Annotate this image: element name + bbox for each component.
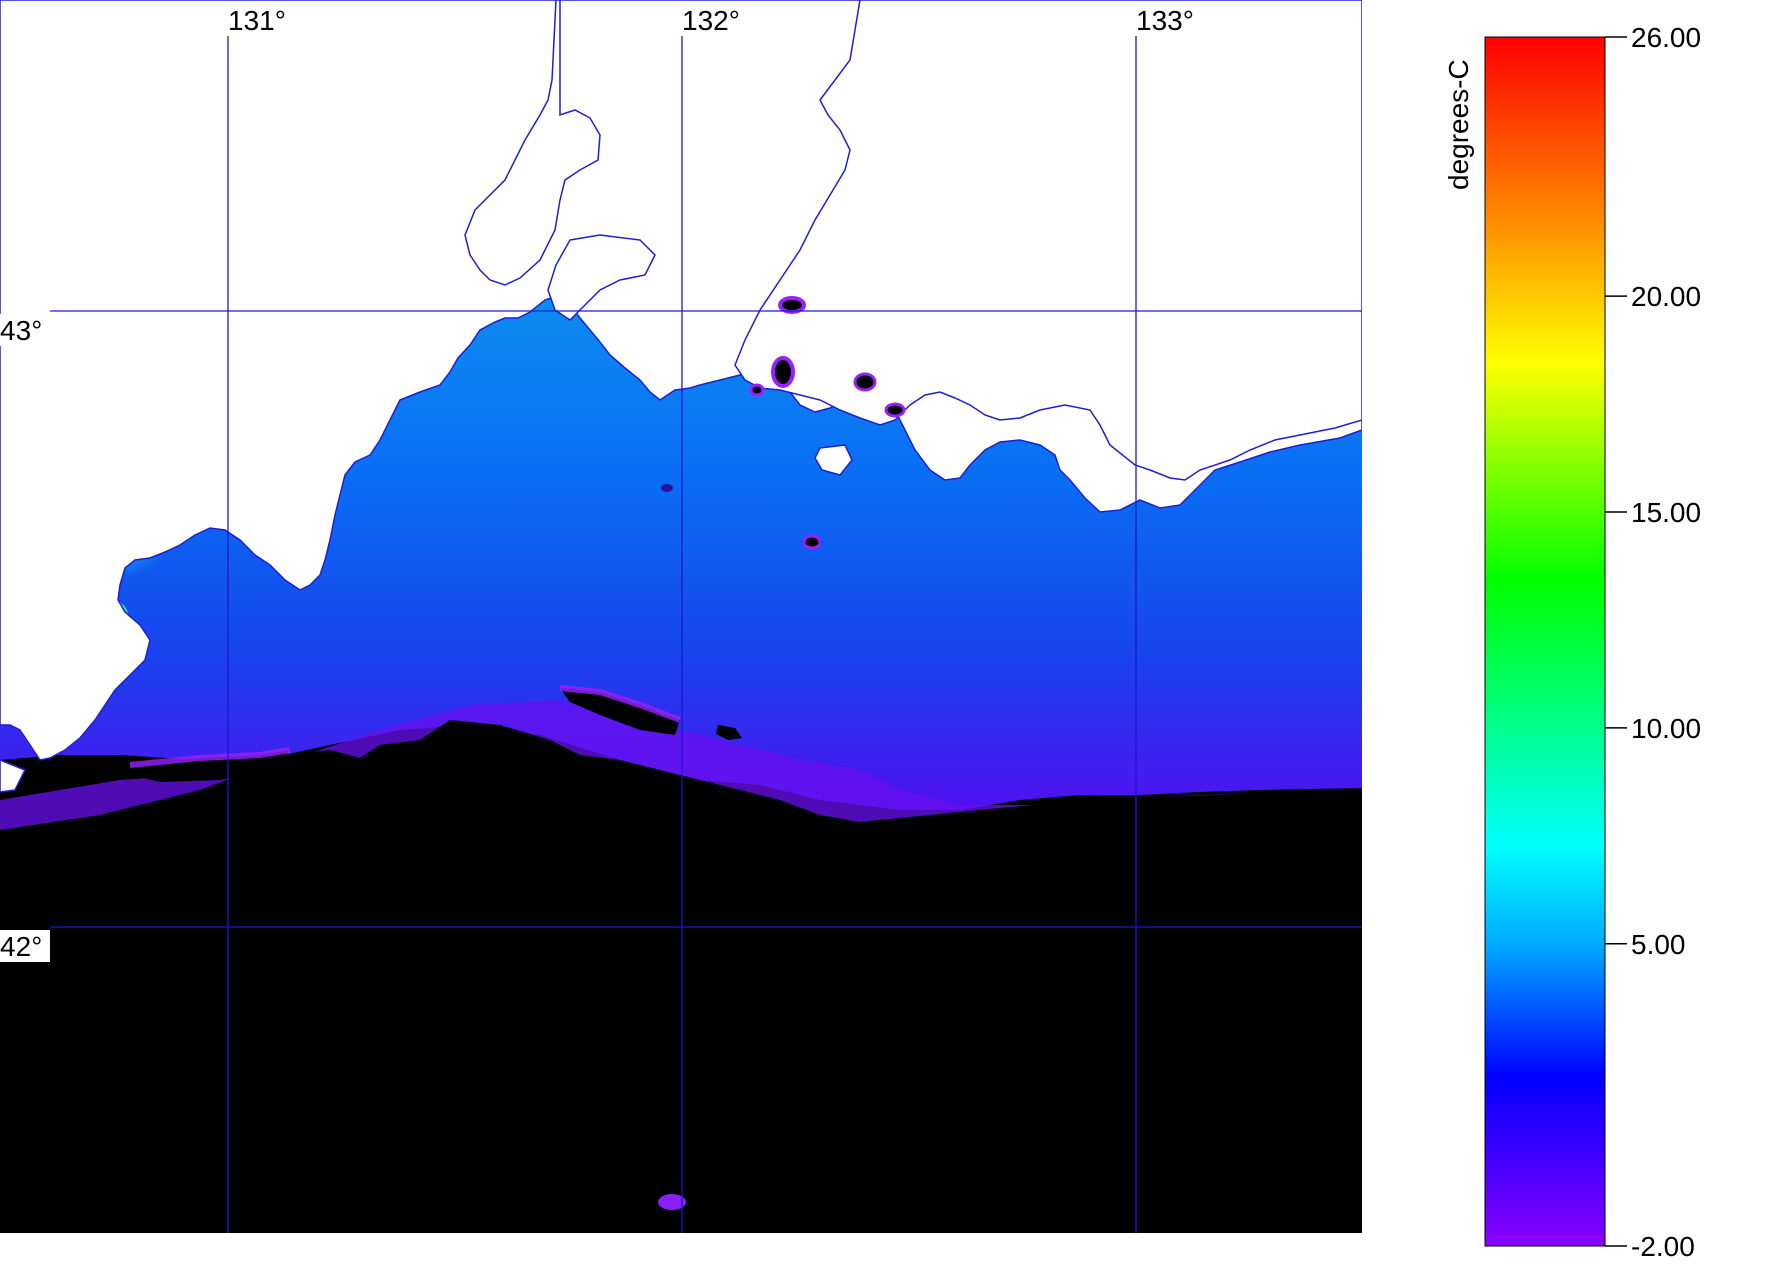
graticule: [50, 36, 1362, 1233]
colorbar: degrees-C 26.00 20.00 15.00 10.00 5.00 -2.00: [1443, 22, 1701, 1262]
no-data-island-small: [716, 725, 742, 740]
cold-spots: [658, 296, 906, 1210]
cold-fringe: [129, 685, 682, 768]
colorbar-gradient: [1484, 36, 1606, 1247]
map-area: [0, 0, 1362, 1233]
lat-label-42: 42°: [0, 931, 42, 962]
no-data-island-central: [560, 688, 680, 735]
land-peninsula-north: [464, 0, 601, 286]
land-islands-cluster: [547, 234, 656, 321]
lat-label-42-bg: [0, 930, 50, 962]
lon-label-132: 132°: [682, 5, 740, 36]
colorbar-tick-label: 15.00: [1631, 497, 1701, 528]
lat-label-43-bg: [0, 314, 50, 346]
colorbar-tick-label: 10.00: [1631, 713, 1701, 744]
lon-label-133: 133°: [1136, 5, 1194, 36]
lat-label-43: 43°: [0, 315, 42, 346]
colorbar-tick-label: 26.00: [1631, 22, 1701, 53]
lon-label-131: 131°: [228, 5, 286, 36]
no-data-intrusion-1: [0, 720, 1362, 1233]
land-west-point: [0, 759, 27, 793]
colorbar-unit-label: degrees-C: [1443, 59, 1474, 190]
colorbar-tick-label: 5.00: [1631, 929, 1686, 960]
land-island-small: [814, 444, 853, 476]
colorbar-tick-label: 20.00: [1631, 281, 1701, 312]
colorbar-ticks: 26.00 20.00 15.00 10.00 5.00 -2.00: [1605, 22, 1701, 1262]
colorbar-tick-label: -2.00: [1631, 1231, 1695, 1262]
